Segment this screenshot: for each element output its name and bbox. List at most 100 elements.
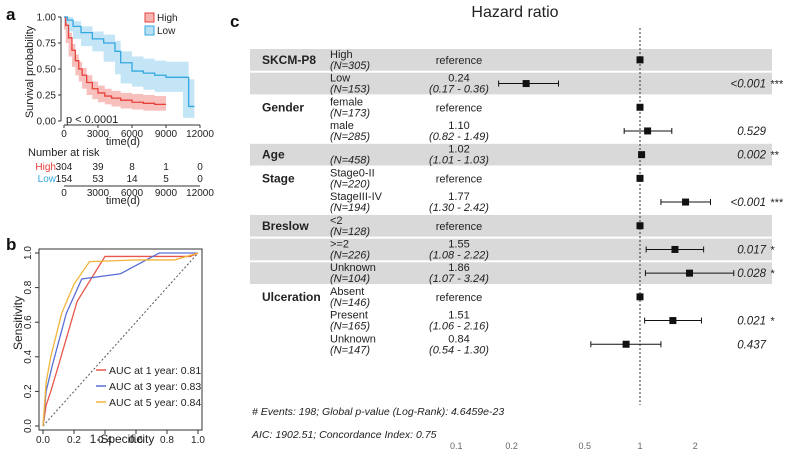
- panel-a-label: a: [6, 5, 16, 24]
- forest-xtick-label: 2: [693, 441, 698, 451]
- forest-level: Stage0-II: [330, 167, 375, 179]
- forest-level: <2: [330, 215, 343, 227]
- forest-n: (N=194): [330, 202, 370, 214]
- forest-row-bg: [250, 238, 772, 261]
- forest-variable: Ulceration: [262, 290, 321, 304]
- forest-hr: 0.84: [448, 333, 469, 345]
- panel-b-label: b: [6, 235, 16, 254]
- risk-xtick-label: 6000: [121, 188, 144, 199]
- roc-legend-label: AUC at 1 year: 0.81: [109, 365, 201, 377]
- risk-cell: 53: [92, 174, 104, 185]
- forest-ci: (1.08 - 2.22): [429, 249, 489, 261]
- roc-legend-label: AUC at 3 year: 0.83: [109, 381, 201, 393]
- roc-curve-2: [42, 252, 198, 427]
- forest-n: (N=458): [330, 155, 370, 167]
- forest-variable: SKCM-P8: [262, 53, 316, 67]
- km-xlabel-text: time(d): [106, 136, 140, 148]
- roc-xtick-label: 0.4: [98, 435, 112, 446]
- forest-footnote-2: AIC: 1902.51; Concordance Index: 0.75: [251, 429, 437, 441]
- forest-variable: Age: [262, 148, 285, 162]
- panel-c-label: c: [230, 12, 239, 31]
- km-legend: High Low: [144, 12, 178, 37]
- forest-n: (N=226): [330, 249, 370, 261]
- forest-point: [622, 340, 630, 348]
- forest-variable: Breslow: [262, 219, 309, 233]
- forest-point: [638, 151, 646, 159]
- km-ytick-label: 0.25: [37, 91, 57, 102]
- forest-level: Low: [330, 73, 350, 85]
- km-ytick-label: 0.00: [37, 117, 57, 128]
- forest-pvalue: 0.529: [737, 126, 766, 138]
- forest-level: female: [330, 96, 363, 108]
- risk-xlabel: time(d): [106, 195, 140, 207]
- forest-ci: (0.17 - 0.36): [429, 84, 489, 96]
- roc-ylabel: Sensitivity: [11, 296, 25, 350]
- km-ytick-label: 1.00: [37, 13, 57, 24]
- forest-level: StageIII-IV: [330, 191, 383, 203]
- forest-significance: *: [770, 316, 775, 328]
- forest-level: Unknown: [330, 333, 376, 345]
- km-xtick-label: 12000: [186, 129, 214, 140]
- forest-pvalue: 0.028: [737, 268, 766, 280]
- forest-row-bg: [250, 49, 772, 71]
- roc-ytick-label: 0.8: [23, 280, 34, 294]
- forest-n: (N=146): [330, 297, 370, 309]
- km-ytick-label: 0.75: [37, 39, 57, 50]
- forest-n: (N=165): [330, 321, 370, 333]
- km-xtick-label: 9000: [155, 129, 178, 140]
- forest-ci: (1.06 - 2.16): [429, 321, 489, 333]
- forest-variable: Stage: [262, 171, 295, 185]
- forest-point: [522, 80, 530, 88]
- forest-ci: (0.54 - 1.30): [429, 344, 489, 356]
- forest-ci: (1.07 - 3.24): [429, 273, 489, 285]
- forest-xtick-label: 0.5: [578, 441, 591, 451]
- forest-n: (N=153): [330, 84, 370, 96]
- roc-xtick-label: 0.0: [36, 435, 50, 446]
- roc-ytick-label: 1.0: [23, 246, 34, 260]
- forest-plot: Hazard ratio SKCM-P8 High(N=305) reference…: [250, 4, 784, 451]
- forest-point: [636, 56, 644, 64]
- forest-significance: **: [770, 150, 779, 162]
- forest-hr: reference: [436, 221, 482, 233]
- risk-cell: 0: [197, 174, 203, 185]
- forest-ci: (1.30 - 2.42): [429, 202, 489, 214]
- forest-n: (N=128): [330, 226, 370, 238]
- legend-low-label: Low: [157, 26, 176, 37]
- forest-row-bg: [250, 214, 772, 237]
- forest-pvalue: 0.437: [737, 339, 766, 351]
- forest-level: High: [330, 49, 353, 61]
- forest-level: male: [330, 120, 354, 132]
- forest-n: (N=285): [330, 131, 370, 143]
- km-xtick-label: 6000: [121, 129, 144, 140]
- forest-hr: 1.10: [448, 120, 469, 132]
- roc-ytick-label: 0.0: [23, 419, 34, 433]
- risk-xtick-label: 9000: [155, 188, 178, 199]
- risk-cell: 0: [197, 162, 203, 173]
- forest-hr: 1.51: [448, 310, 469, 322]
- roc-xtick-label: 1.0: [191, 435, 205, 446]
- forest-point: [636, 222, 644, 230]
- forest-significance: ***: [770, 79, 784, 91]
- forest-ci: (0.82 - 1.49): [429, 131, 489, 143]
- roc-xlabel: 1-Specificity: [90, 432, 155, 446]
- forest-level: >=2: [330, 238, 349, 250]
- survival-plot: Survival probability 0.00 0.25 0.50 0.75 1.0…: [24, 12, 214, 207]
- forest-pvalue: 0.002: [737, 150, 766, 162]
- roc-legend-label: AUC at 5 year: 0.84: [109, 397, 201, 409]
- roc-xtick-label: 0.6: [129, 435, 143, 446]
- legend-low-swatch: [144, 25, 155, 36]
- risk-cell: 154: [56, 174, 73, 185]
- risk-xtick-label: 3000: [87, 188, 110, 199]
- km-ytick-label: 0.50: [37, 65, 57, 76]
- km-ci-band-high: [64, 17, 166, 111]
- km-xtick-label: 3000: [87, 129, 110, 140]
- risk-cell: 5: [163, 174, 169, 185]
- forest-point: [636, 293, 644, 301]
- roc-curve-1: [42, 252, 199, 427]
- forest-n: (N=147): [330, 344, 370, 356]
- forest-hr: 1.55: [448, 238, 469, 250]
- km-ci-band-low: [64, 17, 195, 118]
- risk-table-title: Number at risk: [28, 147, 100, 159]
- forest-row-bg: [250, 262, 772, 284]
- forest-significance: ***: [770, 197, 784, 209]
